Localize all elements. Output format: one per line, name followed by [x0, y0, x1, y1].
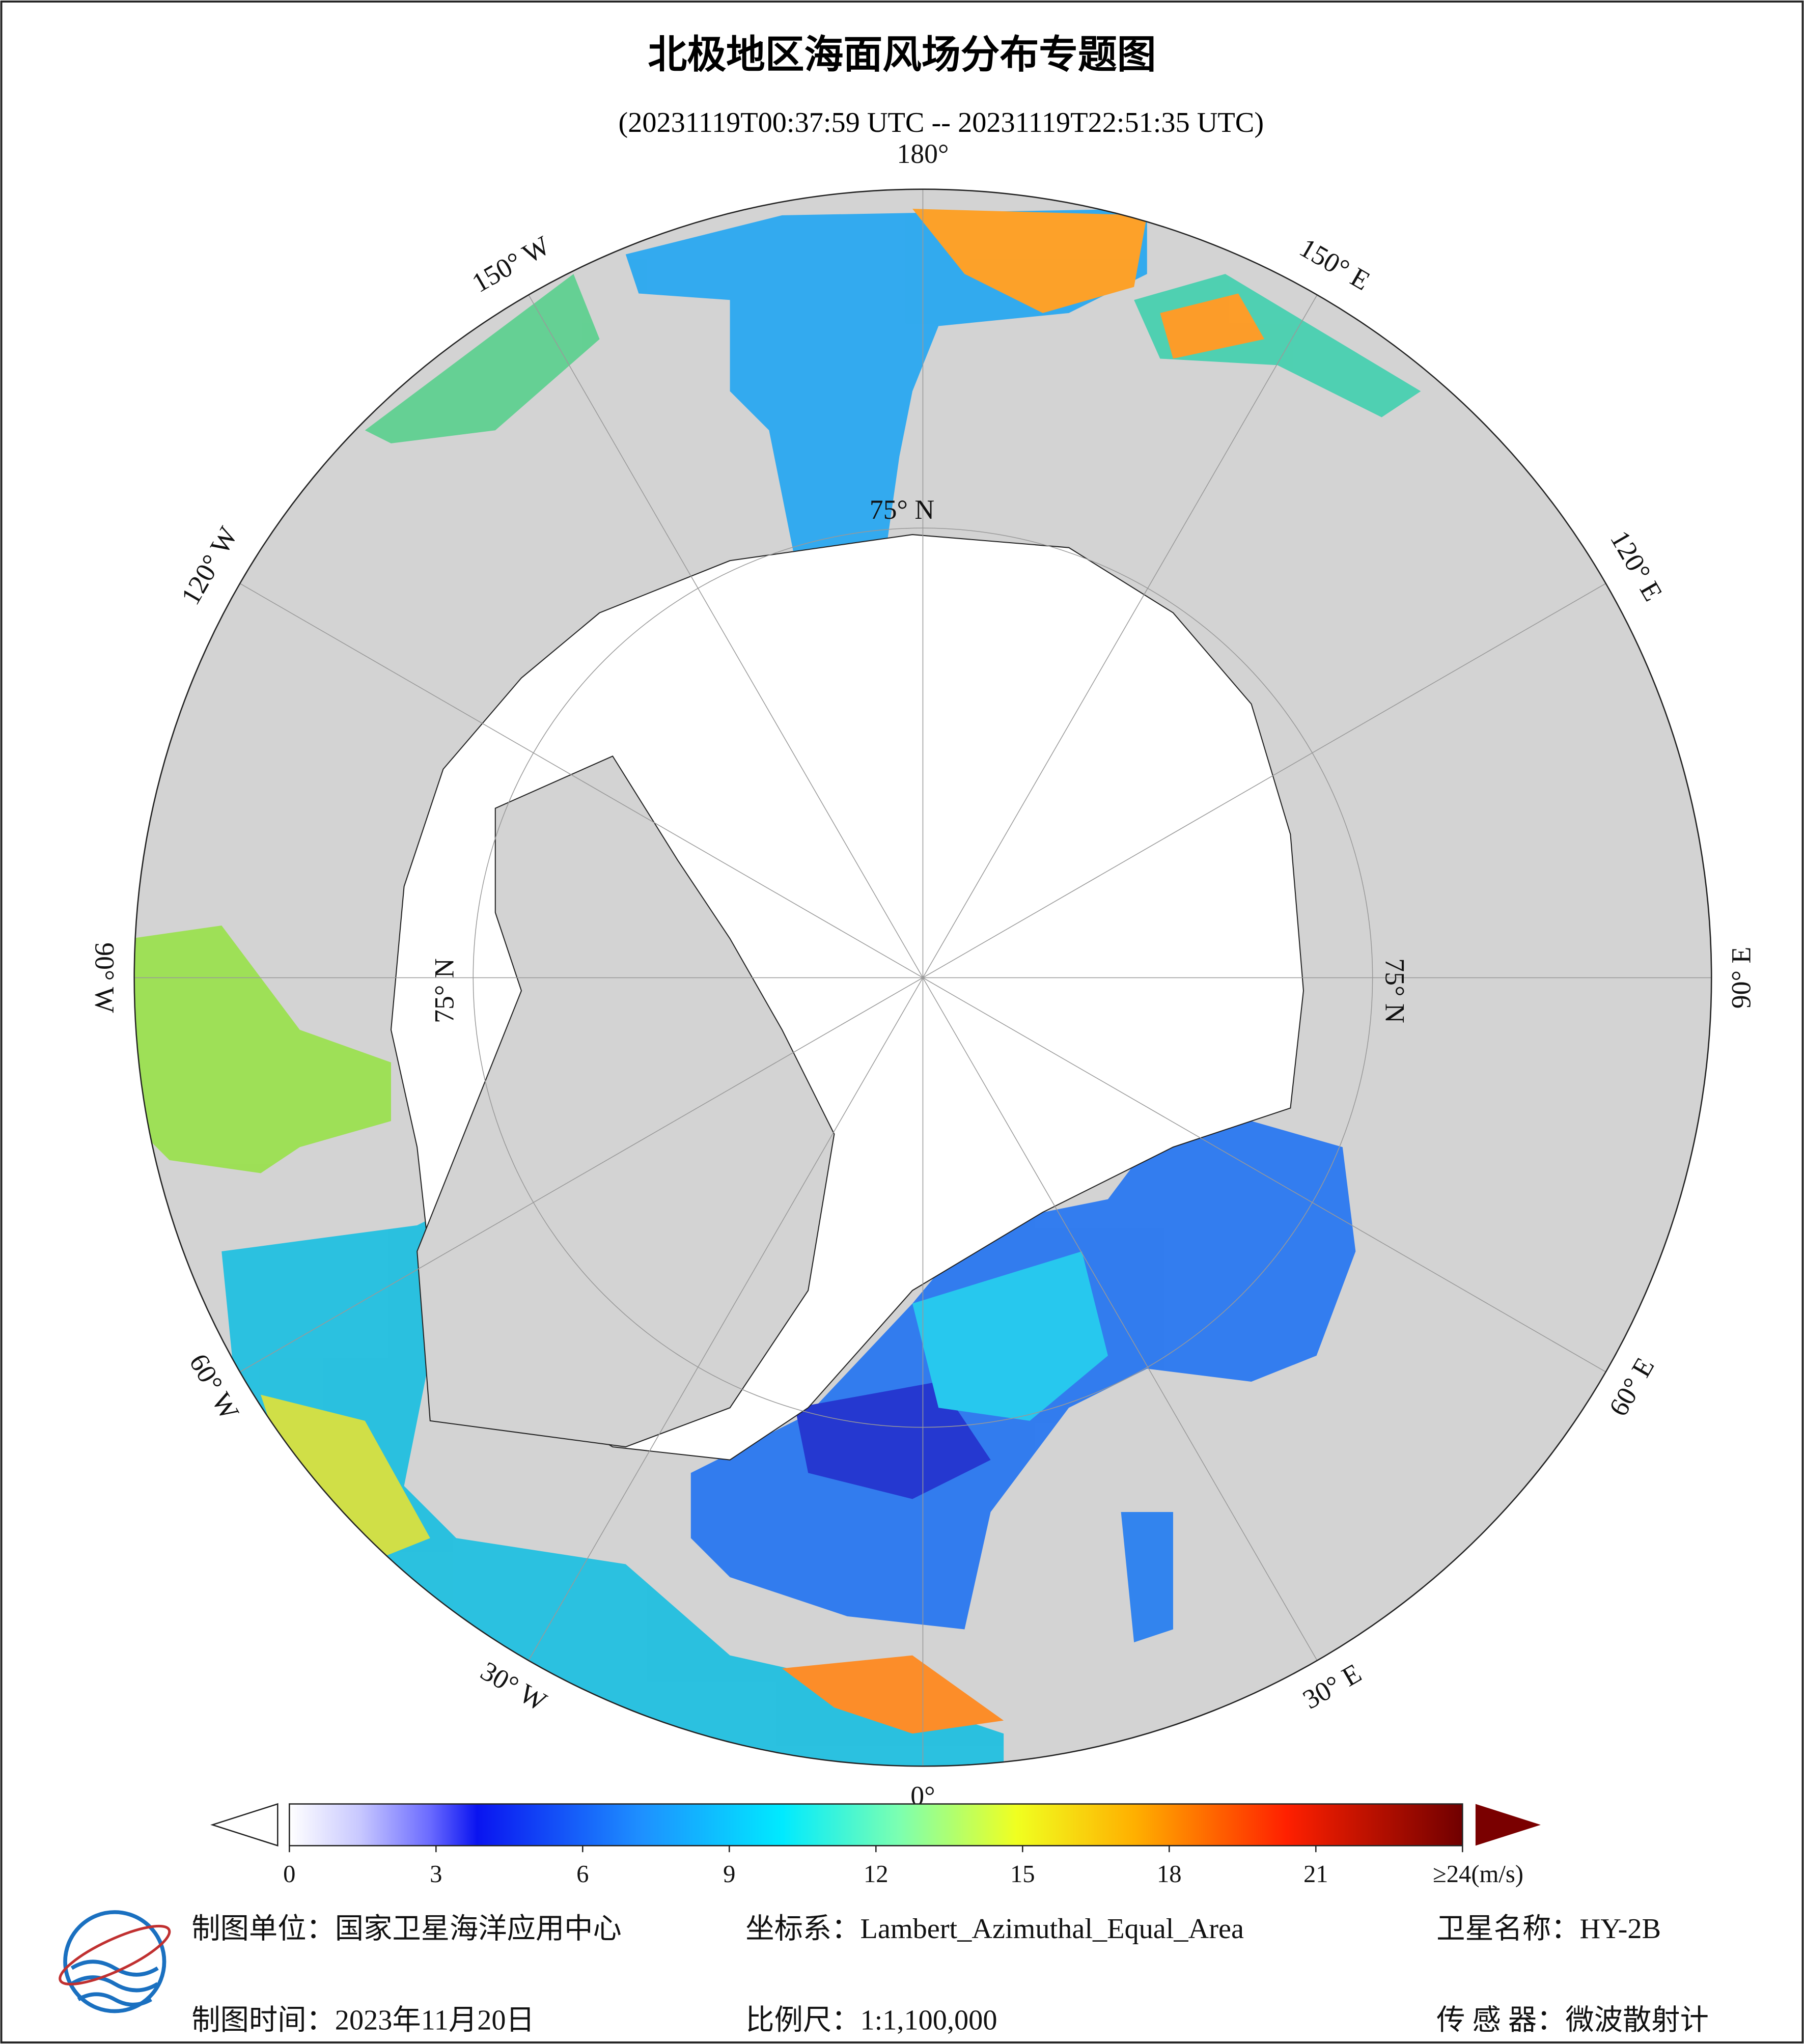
footer-satellite: 卫星名称：HY-2B: [1436, 1913, 1661, 1945]
colorbar-max-arrow: [1475, 1804, 1541, 1846]
colorbar-tick-label: 18: [1157, 1860, 1182, 1888]
footer-unit: 制图单位：国家卫星海洋应用中心: [191, 1913, 621, 1945]
colorbar-tick-label: 12: [864, 1860, 889, 1888]
latitude-label: 75° N: [429, 958, 459, 1023]
colorbar-tick-label: 0: [283, 1860, 295, 1888]
colorbar-ramp: [289, 1803, 1463, 1846]
colorbar-tick-label: 6: [576, 1860, 589, 1888]
longitude-label: 90° W: [89, 942, 120, 1013]
colorbar-tick-label: 3: [430, 1860, 442, 1888]
footer-sensor: 传 感 器：微波散射计: [1436, 2004, 1709, 2036]
logo: [59, 1910, 171, 2013]
subtitle: (20231119T00:37:59 UTC -- 20231119T22:51…: [618, 107, 1264, 138]
colorbar-min-arrow: [210, 1803, 279, 1847]
colorbar-tick-label: ≥24(m/s): [1433, 1860, 1523, 1888]
meridian: [922, 977, 1318, 1661]
longitude-label: 90° E: [1726, 947, 1757, 1009]
meridian: [528, 294, 924, 978]
footer-scale: 比例尺：1:1,100,000: [745, 2004, 997, 2036]
greenland: [417, 755, 835, 1448]
colorbar: 0 3 6 9 12 15 18 21 ≥24(m/s): [210, 1803, 1541, 1888]
footer-date: 制图时间：2023年11月20日: [191, 2004, 534, 2036]
meridian: [528, 977, 924, 1661]
graticule: [134, 189, 1712, 1767]
map-border: [133, 188, 1712, 1767]
footer-projection: 坐标系：Lambert_Azimuthal_Equal_Area: [745, 1913, 1244, 1945]
latitude-label: 75° N: [1380, 958, 1410, 1023]
colorbar-tick-label: 9: [723, 1860, 735, 1888]
colorbar-tick-label: 21: [1303, 1860, 1328, 1888]
longitude-label: 180°: [897, 138, 949, 169]
title: 北极地区海面风场分布专题图: [648, 33, 1156, 78]
latitude-label: 75° N: [870, 494, 935, 525]
meridian: [923, 977, 1606, 1373]
meridian: [922, 294, 1318, 978]
meridian: [239, 977, 923, 1373]
colorbar-tick-label: 15: [1010, 1860, 1035, 1888]
meridian: [923, 583, 1606, 978]
meridian: [239, 583, 923, 978]
